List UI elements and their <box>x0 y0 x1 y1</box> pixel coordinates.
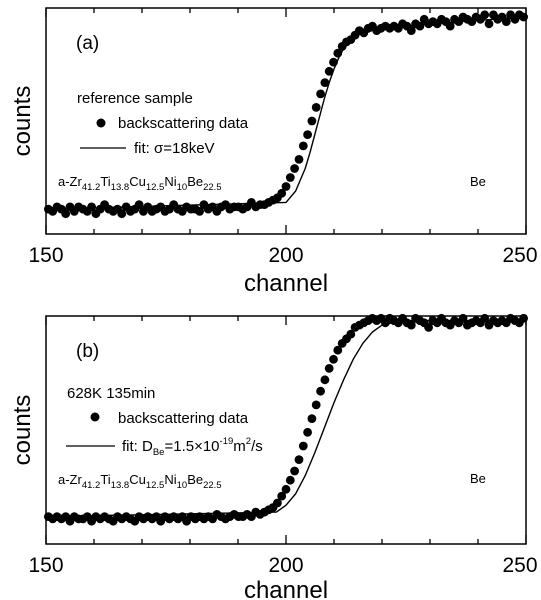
data-point <box>480 10 489 19</box>
panel-label-a: (a) <box>76 33 99 54</box>
fit-curve-a <box>46 17 526 209</box>
y-axis-label-a: counts <box>9 86 36 157</box>
legend-heading-b: 628K 135min <box>67 385 155 402</box>
legend-fit-label-a: fit: σ=18keV <box>134 140 215 157</box>
data-point <box>303 130 312 139</box>
tick-marks-b <box>46 316 526 544</box>
data-point <box>282 485 291 494</box>
x-tick-label-a-250: 250 <box>502 244 537 267</box>
data-point <box>303 428 312 437</box>
data-point <box>308 414 317 423</box>
data-point <box>325 364 334 373</box>
data-point <box>312 401 321 410</box>
data-point <box>299 142 308 151</box>
data-point <box>286 173 295 182</box>
legend-marker-b <box>91 413 100 422</box>
legend-data-label-b: backscattering data <box>118 410 249 427</box>
legend-marker-a <box>97 119 106 128</box>
x-tick-label-b-250: 250 <box>502 554 537 577</box>
data-point <box>325 67 334 76</box>
x-tick-label-a-150: 150 <box>28 244 63 267</box>
data-point <box>308 117 317 126</box>
x-tick-label-a-200: 200 <box>268 244 303 267</box>
data-point <box>282 182 291 191</box>
x-axis-label-b: channel <box>244 577 328 600</box>
panel-a: (a) reference sample backscattering data… <box>9 8 538 297</box>
element-marker-b: Be <box>470 471 486 486</box>
data-point <box>312 103 321 112</box>
data-point <box>295 455 304 464</box>
composition-label-b: a-Zr41.2Ti13.8Cu12.5Ni10Be22.5 <box>58 472 222 491</box>
data-point <box>316 90 325 99</box>
panel-label-b: (b) <box>76 341 99 362</box>
element-marker-a: Be <box>470 174 486 189</box>
legend-data-label-a: backscattering data <box>118 115 249 132</box>
data-point <box>485 19 494 28</box>
data-point <box>295 155 304 164</box>
data-points-b <box>44 314 528 526</box>
data-point <box>290 467 299 476</box>
legend-fit-label-b: fit: DBe=1.5×10-19m2/s <box>122 436 263 458</box>
data-point <box>316 387 325 396</box>
data-point <box>519 314 528 323</box>
data-point <box>286 476 295 485</box>
data-point <box>321 78 330 87</box>
data-point <box>290 164 299 173</box>
panel-b: (b) 628K 135min backscattering data fit:… <box>9 314 538 600</box>
x-axis-label-a: channel <box>244 270 328 297</box>
x-tick-label-b-150: 150 <box>28 554 63 577</box>
data-point <box>329 355 338 364</box>
data-point <box>519 13 528 22</box>
y-axis-label-b: counts <box>9 395 36 466</box>
data-point <box>321 375 330 384</box>
data-point <box>299 442 308 451</box>
data-point <box>329 58 338 67</box>
composition-label-a: a-Zr41.2Ti13.8Cu12.5Ni10Be22.5 <box>58 174 222 193</box>
plot-frame-b <box>46 316 526 544</box>
legend-heading-a: reference sample <box>77 90 193 107</box>
fit-line <box>46 17 526 209</box>
x-tick-label-b-200: 200 <box>268 554 303 577</box>
